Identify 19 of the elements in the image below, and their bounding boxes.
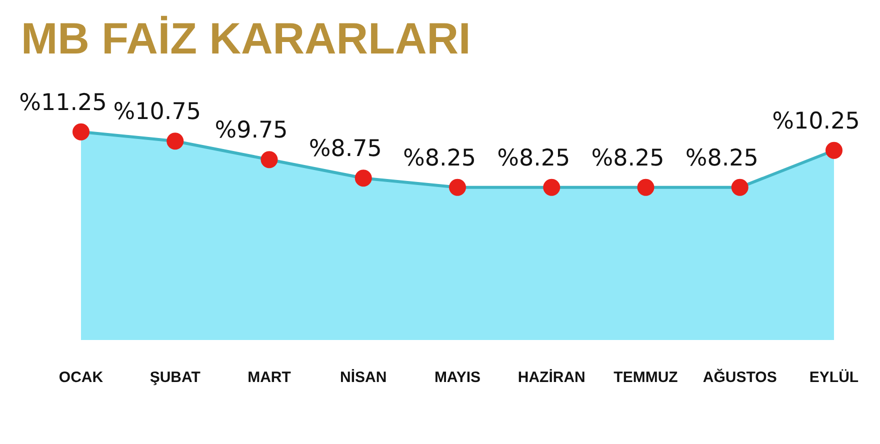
chart-title: MB FAİZ KARARLARI [21, 14, 471, 64]
data-label: %11.25 [19, 90, 107, 116]
x-tick-label: HAZİRAN [518, 369, 586, 386]
data-label: %8.25 [497, 145, 570, 172]
x-tick-label: OCAK [58, 369, 104, 386]
x-tick-label: MART [248, 369, 291, 386]
data-label: %9.75 [214, 118, 288, 144]
x-tick-label: ŞUBAT [150, 369, 200, 386]
x-tick-label: MAYIS [434, 369, 481, 386]
data-label: %10.25 [772, 108, 860, 134]
data-label: %8.25 [591, 145, 664, 172]
x-tick-label: EYLÜL [809, 369, 859, 386]
data-label: %8.75 [308, 136, 382, 162]
data-label: %8.25 [685, 145, 758, 172]
x-tick-label: AĞUSTOS [702, 368, 777, 386]
data-label: %8.25 [402, 145, 476, 172]
data-label: %10.75 [113, 99, 201, 126]
x-tick-label: TEMMUZ [614, 369, 678, 386]
x-tick-label: NİSAN [340, 369, 387, 386]
